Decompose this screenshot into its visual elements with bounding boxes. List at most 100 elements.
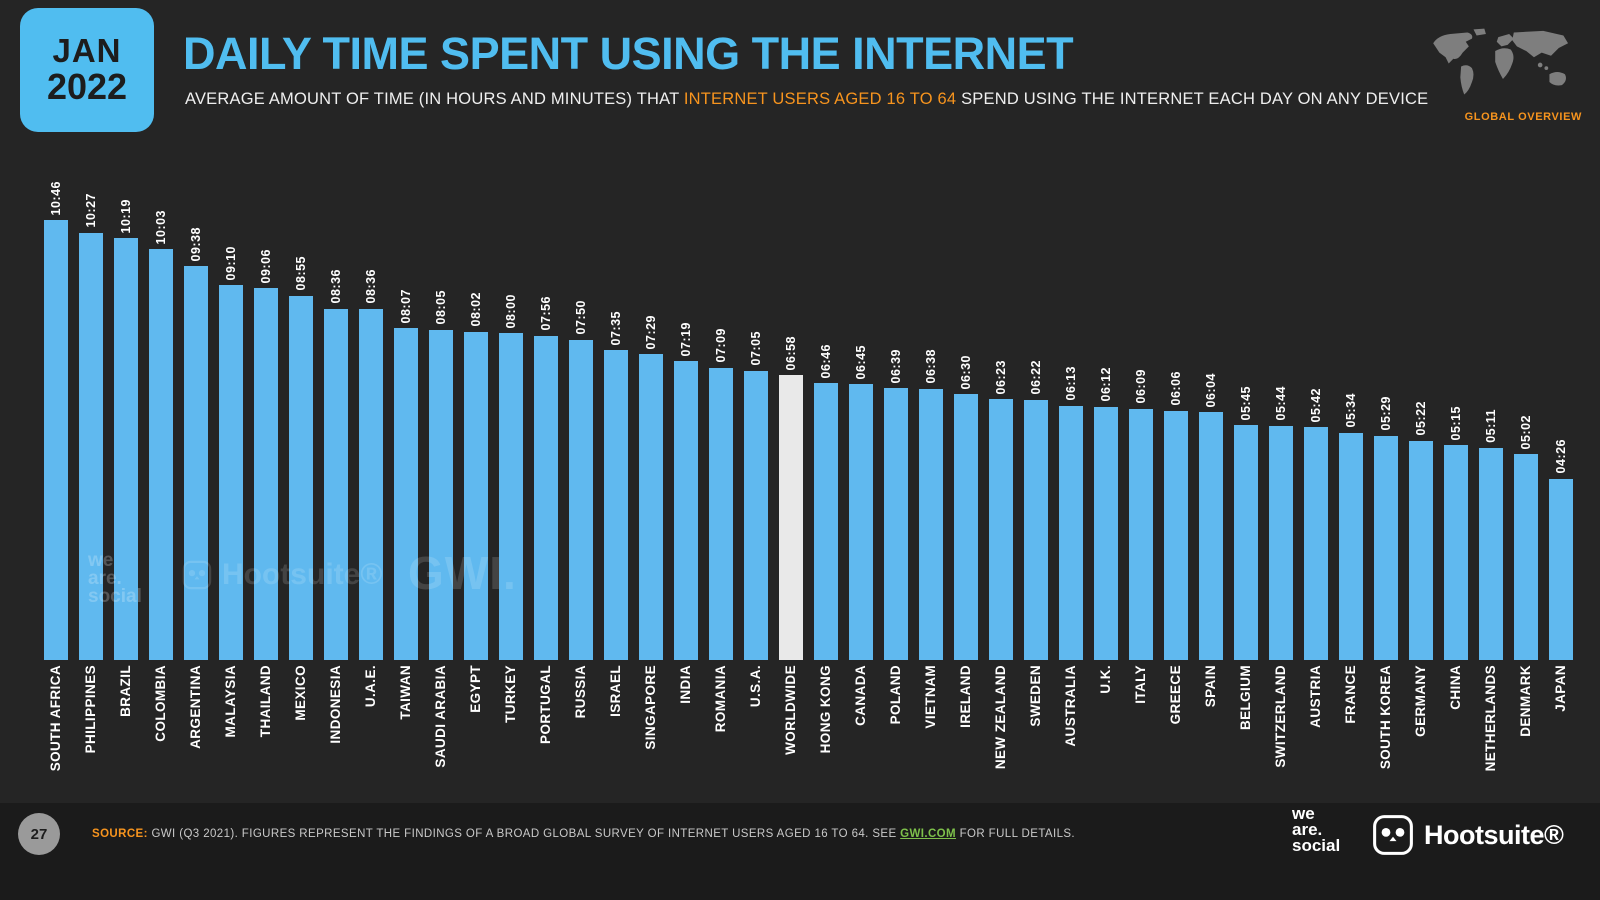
category-label: ISRAEL — [608, 665, 623, 717]
bar-column: 07:19 INDIA — [668, 170, 703, 805]
category-label: SWITZERLAND — [1273, 665, 1288, 768]
bar-value-label: 05:34 — [1343, 393, 1358, 428]
bar-value-label: 08:55 — [293, 256, 308, 291]
category-label: CHINA — [1448, 665, 1463, 710]
bar-value-label: 10:46 — [48, 180, 63, 215]
bar — [358, 308, 383, 660]
bar-column: 08:02 EGYPT — [458, 170, 493, 805]
bar-column: 05:44 SWITZERLAND — [1263, 170, 1298, 805]
bar — [988, 399, 1013, 660]
bar-value-label: 07:56 — [538, 296, 553, 331]
category-label: JAPAN — [1553, 665, 1568, 712]
bar-value-label: 05:42 — [1308, 387, 1323, 423]
page-number-badge: 27 — [18, 813, 60, 855]
category-label: VIETNAM — [923, 665, 938, 729]
map-caption: GLOBAL OVERVIEW — [1464, 111, 1582, 123]
bar-column: 06:22 SWEDEN — [1018, 170, 1053, 805]
category-label: SOUTH KOREA — [1378, 665, 1393, 770]
bar-column: 06:58 WORLDWIDE — [773, 170, 808, 805]
bar — [1373, 435, 1398, 660]
bar — [1093, 406, 1118, 660]
bar-column: 09:06 THAILAND — [248, 170, 283, 805]
bar-value-label: 10:19 — [118, 198, 133, 234]
bar-column: 06:13 AUSTRALIA — [1053, 170, 1088, 805]
category-label: NETHERLANDS — [1483, 665, 1498, 772]
category-label: COLOMBIA — [153, 665, 168, 742]
bar-value-label: 08:36 — [328, 269, 343, 304]
bar-value-label: 06:09 — [1133, 369, 1148, 404]
category-label: MEXICO — [293, 665, 308, 721]
bar-column: 10:46 SOUTH AFRICA — [38, 170, 73, 805]
bar — [883, 388, 908, 660]
bar-column: 08:55 MEXICO — [283, 170, 318, 805]
gwi-link[interactable]: GWI.COM — [900, 828, 956, 840]
bar-column: 06:23 NEW ZEALAND — [983, 170, 1018, 805]
bar-value-label: 09:06 — [258, 248, 273, 284]
category-label: DENMARK — [1518, 665, 1533, 737]
hootsuite-wordmark: Hootsuite® — [1424, 819, 1564, 850]
category-label: AUSTRALIA — [1063, 665, 1078, 747]
bar — [673, 361, 698, 660]
category-label: U.S.A. — [748, 665, 763, 708]
category-label: INDIA — [678, 665, 693, 704]
bar-value-label: 06:04 — [1203, 372, 1218, 408]
bar-column: 06:12 U.K. — [1088, 170, 1123, 805]
bar — [498, 333, 523, 660]
bar — [1303, 427, 1328, 660]
bar-value-label: 08:05 — [433, 290, 448, 325]
source-text-2: FOR FULL DETAILS. — [956, 828, 1076, 840]
subtitle-suffix: SPEND USING THE INTERNET EACH DAY ON ANY… — [956, 90, 1429, 108]
category-label: THAILAND — [258, 665, 273, 738]
bar-value-label: 06:23 — [993, 359, 1008, 395]
bar-value-label: 05:29 — [1378, 396, 1393, 431]
category-label: SOUTH AFRICA — [48, 665, 63, 772]
bar-column: 05:02 DENMARK — [1508, 170, 1543, 805]
bar — [1163, 410, 1188, 660]
category-label: PORTUGAL — [538, 665, 553, 744]
bar-value-label: 06:22 — [1028, 360, 1043, 395]
subtitle-prefix: AVERAGE AMOUNT OF TIME (IN HOURS AND MIN… — [185, 90, 684, 108]
wearesocial-watermark: we are. social — [88, 550, 142, 608]
bar — [148, 249, 173, 660]
bar-value-label: 06:06 — [1168, 371, 1183, 406]
category-label: SAUDI ARABIA — [433, 665, 448, 768]
bar — [183, 266, 208, 660]
bar-column: 06:04 SPAIN — [1193, 170, 1228, 805]
bar-value-label: 05:45 — [1238, 385, 1253, 421]
bar-value-label: 06:46 — [818, 343, 833, 379]
bar-value-label: 07:29 — [643, 314, 658, 350]
bar — [638, 354, 663, 660]
gwi-watermark: GWI. — [408, 547, 517, 599]
bar-column: 06:06 GREECE — [1158, 170, 1193, 805]
category-label: SINGAPORE — [643, 665, 658, 750]
page-subtitle: AVERAGE AMOUNT OF TIME (IN HOURS AND MIN… — [185, 90, 1428, 109]
world-map-icon — [1433, 28, 1569, 95]
bar-column: 05:15 CHINA — [1438, 170, 1473, 805]
category-label: GREECE — [1168, 665, 1183, 725]
bar — [1198, 412, 1223, 660]
page-title: DAILY TIME SPENT USING THE INTERNET — [183, 28, 1074, 79]
bar-column: 09:38 ARGENTINA — [178, 170, 213, 805]
bar-column: 06:45 CANADA — [843, 170, 878, 805]
category-label: ITALY — [1133, 665, 1148, 704]
bar-column: 10:19 BRAZIL — [108, 170, 143, 805]
bar — [708, 367, 733, 660]
bar-column: 10:03 COLOMBIA — [143, 170, 178, 805]
bar — [1513, 454, 1538, 660]
bar-value-label: 07:35 — [608, 310, 623, 346]
bar-column: 07:50 RUSSIA — [563, 170, 598, 805]
bar — [1128, 408, 1153, 660]
bar-column: 08:36 U.A.E. — [353, 170, 388, 805]
category-label: HONG KONG — [818, 665, 833, 754]
bar — [463, 331, 488, 660]
category-label: ROMANIA — [713, 665, 728, 733]
category-label: AUSTRIA — [1308, 665, 1323, 728]
bar-column: 06:38 VIETNAM — [913, 170, 948, 805]
category-label: WORLDWIDE — [783, 665, 798, 755]
bar-column: 08:07 TAIWAN — [388, 170, 423, 805]
bar-column: 07:29 SINGAPORE — [633, 170, 668, 805]
bar-value-label: 10:03 — [153, 209, 168, 245]
category-label: GERMANY — [1413, 665, 1428, 737]
bar-column: 07:05 U.S.A. — [738, 170, 773, 805]
